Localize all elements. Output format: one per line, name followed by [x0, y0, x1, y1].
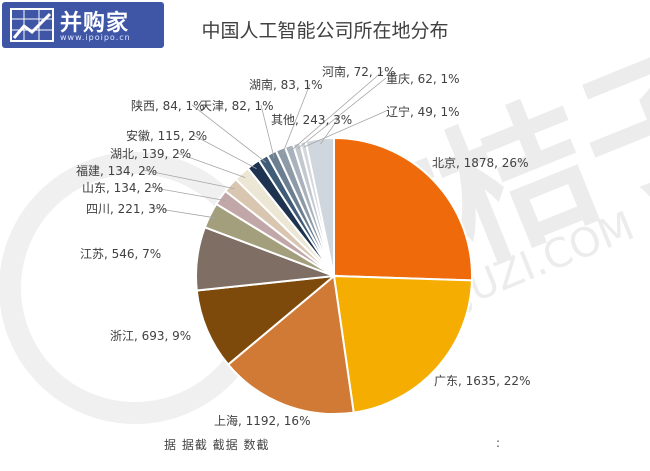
slice-label: 重庆, 62, 1% [386, 72, 460, 86]
pie-slices [195, 136, 473, 415]
leader-line [149, 186, 226, 201]
leader-line [319, 118, 339, 145]
slice-label: 湖南, 83, 1% [249, 77, 323, 92]
pie-slice [333, 136, 473, 282]
logo-text: 并购家 [60, 11, 130, 36]
logo-url: www.ipoipo.cn [60, 33, 131, 42]
label-leader-lines [143, 70, 387, 219]
leader-line [153, 207, 216, 219]
pie-slice [304, 136, 335, 277]
pie-slice [195, 274, 338, 366]
slice-label: 江苏, 546, 7% [80, 247, 161, 261]
slice-label: 陕西, 84, 1% [131, 98, 205, 113]
slice-label: 北京, 1878, 26% [432, 156, 528, 170]
footer-text: 据 据截 截据 数截 [164, 438, 270, 452]
leader-line [192, 134, 257, 169]
slice-label: 湖北, 139, 2% [110, 146, 191, 161]
leader-line [297, 77, 387, 149]
slice-label: 四川, 221, 3% [86, 202, 167, 216]
leader-line [282, 83, 311, 155]
slice-label: 安徽, 115, 2% [126, 128, 207, 143]
pie-slice [226, 274, 355, 415]
leader-line [290, 70, 384, 152]
leader-line [303, 110, 387, 148]
leader-line [143, 169, 235, 189]
leader-line [260, 104, 275, 158]
slice-label: 广东, 1635, 22% [434, 374, 530, 388]
leader-line [176, 152, 246, 178]
slice-label: 上海, 1192, 16% [214, 413, 310, 428]
pie-slice [332, 274, 473, 414]
slice-label: 浙江, 693, 9% [110, 329, 191, 343]
slice-label: 山东, 134, 2% [82, 181, 163, 195]
leader-line [191, 104, 267, 163]
logo: 并购家 www.ipoipo.cn [2, 2, 164, 48]
slice-label: 其他, 243, 3% [271, 113, 352, 127]
footer-colon: : [496, 436, 501, 450]
chart-title: 中国人工智能公司所在地分布 [201, 20, 449, 42]
slice-label: 福建, 134, 2% [76, 163, 157, 178]
slice-labels: 北京, 1878, 26% 广东, 1635, 22% 上海, 1192, 16% 浙… [76, 64, 530, 428]
slice-label: 天津, 82, 1% [200, 99, 274, 113]
chart-logo-icon [10, 8, 54, 42]
slice-label: 河南, 72, 1% [322, 64, 396, 79]
slice-label: 辽宁, 49, 1% [386, 104, 460, 119]
